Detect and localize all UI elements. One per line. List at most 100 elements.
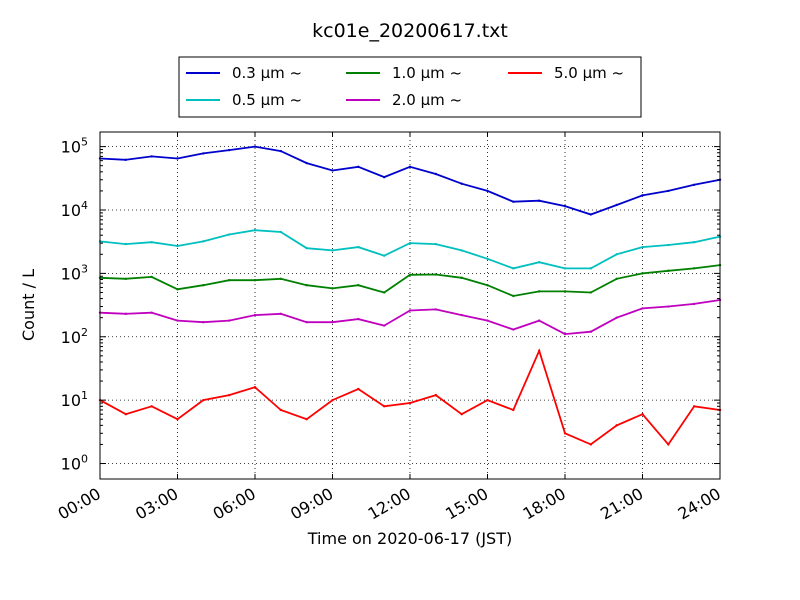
series-3-point [331,287,334,290]
series-1-point [408,165,412,169]
series-5-point [227,393,231,397]
legend-label: 2.0 μm ~ [392,91,462,109]
series-4-point [357,317,360,321]
series-4-point [150,311,153,314]
series-2-point [150,241,153,244]
series-line-2 [99,229,721,270]
series-4-point [615,316,618,319]
series-3-point [563,290,567,293]
series-5-point [176,418,179,421]
series-4-point [124,312,128,316]
series-2-point [460,249,463,252]
series-5-point [589,443,593,446]
series-3-point [460,276,463,280]
y-axis-label: Count / L [19,269,38,341]
series-4-point [537,319,541,322]
x-tick-label: 00:00 [55,484,104,524]
series-4-point [202,320,205,324]
series-4-point [667,305,670,308]
series-3-point [305,284,308,287]
y-tick-label: 105 [61,136,88,157]
series-5-point [434,393,438,397]
series-4-point [641,307,644,310]
series-4-point [279,312,283,316]
series-2-point [124,242,128,246]
series-1-point [512,200,515,203]
x-axis-label: Time on 2020-06-17 (JST) [307,529,512,548]
chart-title: kc01e_20200617.txt [312,20,508,42]
series-3-point [253,279,257,282]
series-1-point [150,155,153,158]
series-2-point [279,230,283,234]
series-5-point [615,424,618,427]
series-4-point [512,328,515,331]
series-1-point [305,161,308,165]
series-5-point [641,413,644,416]
series-1-point [589,213,593,216]
series-2-point [641,245,644,249]
series-5-point [279,408,283,412]
series-5-point [305,418,308,421]
series-4-point [589,330,593,333]
x-tick-label: 21:00 [597,484,646,524]
series-1-point [176,157,179,160]
series-5-point [253,386,257,389]
series-2-point [563,267,567,270]
series-4-point [692,302,696,306]
y-tick-labels: 100 101 102 103 104 105 [61,136,88,474]
series-1-point [124,158,128,161]
series-2-point [176,244,179,248]
series-2-point [382,254,386,257]
series-3-point [227,279,231,282]
series-3-point [434,273,438,276]
series-2-point [227,233,231,236]
series-5-point [202,398,205,402]
series-3-point [357,284,360,287]
series-4-point [305,320,308,324]
series-3-point [667,269,670,272]
legend-label: 0.5 μm ~ [232,91,302,109]
series-1-point [253,145,257,148]
legend-label: 1.0 μm ~ [392,64,462,82]
series-4-point [176,319,179,322]
series-3-point [486,284,489,287]
series-2-point [589,267,593,270]
legend-label: 0.3 μm ~ [232,64,302,82]
series-2-point [331,249,334,252]
series-4-point [563,332,567,336]
series-3-point [202,284,205,287]
series-5-point [331,398,334,402]
series-2-point [253,228,257,232]
series-2-point [692,241,696,244]
y-tick-label: 101 [61,389,88,410]
series-5-point [460,413,463,416]
series-1-point [357,165,360,169]
series-2-point [486,257,489,260]
series-3-point [615,277,618,281]
series-5-point [357,387,360,391]
ticks [99,132,721,479]
series-3-point [589,291,593,294]
series-5-point [150,405,153,408]
series-1-point [486,189,489,193]
series-1-point [537,199,541,202]
legend-box [178,56,642,118]
x-tick-label: 15:00 [442,484,491,524]
series-2-point [537,261,541,264]
series-1-point [641,194,644,197]
series-5-point [124,413,128,416]
y-tick-label: 104 [61,199,88,220]
series-4-point [434,308,438,311]
x-tick-label: 09:00 [287,484,336,524]
y-tick-label: 103 [61,262,88,283]
grid [100,132,720,479]
series-1-point [227,148,231,152]
x-tick-label: 12:00 [365,484,414,524]
series-1-point [331,169,334,172]
x-tick-label: 03:00 [132,484,181,524]
series-1-point [667,189,670,193]
series-5-point [667,443,670,446]
series-3-point [124,277,128,281]
series-2-point [305,246,308,250]
